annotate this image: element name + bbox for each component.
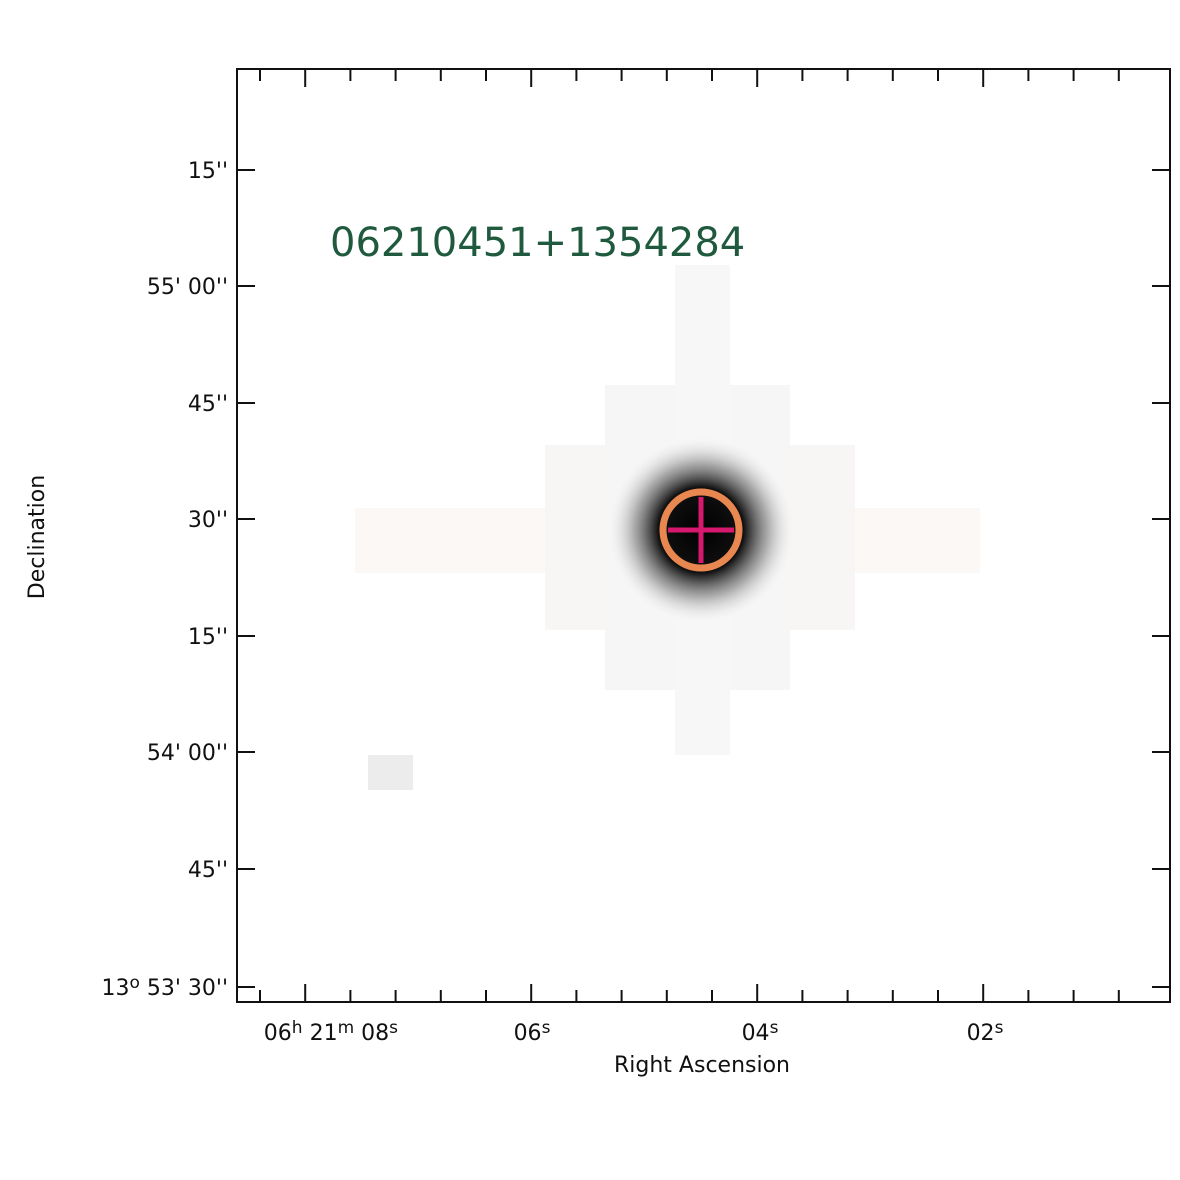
y-tick-label: 15'' <box>188 159 228 184</box>
label-part: 08 <box>354 1021 389 1046</box>
label-part: 04 <box>742 1021 770 1046</box>
sky-image <box>355 265 980 790</box>
label-part: 54' 00'' <box>147 741 228 766</box>
y-tick-label: 54' 00'' <box>147 741 228 766</box>
y-tick-label: 45'' <box>188 392 228 417</box>
superscript: o <box>129 973 139 993</box>
x-tick-label: 02s <box>967 1018 1004 1046</box>
label-part: 45'' <box>188 858 228 883</box>
y-tick-label: 45'' <box>188 858 228 883</box>
superscript: s <box>389 1018 398 1038</box>
y-tick-label: 15'' <box>188 625 228 650</box>
label-part: 45'' <box>188 392 228 417</box>
y-tick-label: 55' 00'' <box>147 275 228 300</box>
superscript: s <box>995 1018 1004 1038</box>
label-part: 55' 00'' <box>147 275 228 300</box>
label-part: 13 <box>101 976 129 1001</box>
x-tick-label: 06h 21m 08s <box>264 1018 398 1046</box>
plot-frame <box>236 68 1171 1003</box>
y-axis-label: Declination <box>25 475 50 599</box>
y-tick-label: 30'' <box>188 508 228 533</box>
label-part: 53' 30'' <box>140 976 228 1001</box>
superscript: s <box>770 1018 779 1038</box>
x-tick-label: 06s <box>514 1018 551 1046</box>
ticks: 15'' 55' 00'' 45'' 30'' 15'' 54' 00'' 45'' 13o … <box>101 69 1170 1046</box>
label-part: 30'' <box>188 508 228 533</box>
y-tick-label: 13o 53' 30'' <box>101 973 228 1001</box>
label-part: 15'' <box>188 159 228 184</box>
superscript: m <box>338 1018 355 1038</box>
label-part: 06 <box>264 1021 292 1046</box>
x-axis-label: Right Ascension <box>614 1053 790 1078</box>
superscript: s <box>542 1018 551 1038</box>
label-part: 21 <box>303 1021 338 1046</box>
source-label: 06210451+1354284 <box>330 220 745 266</box>
faint-source <box>368 755 413 790</box>
label-part: 15'' <box>188 625 228 650</box>
label-part: 02 <box>967 1021 995 1046</box>
target-circle <box>659 488 743 572</box>
superscript: h <box>292 1018 303 1038</box>
label-part: 06 <box>514 1021 542 1046</box>
x-tick-label: 04s <box>742 1018 779 1046</box>
